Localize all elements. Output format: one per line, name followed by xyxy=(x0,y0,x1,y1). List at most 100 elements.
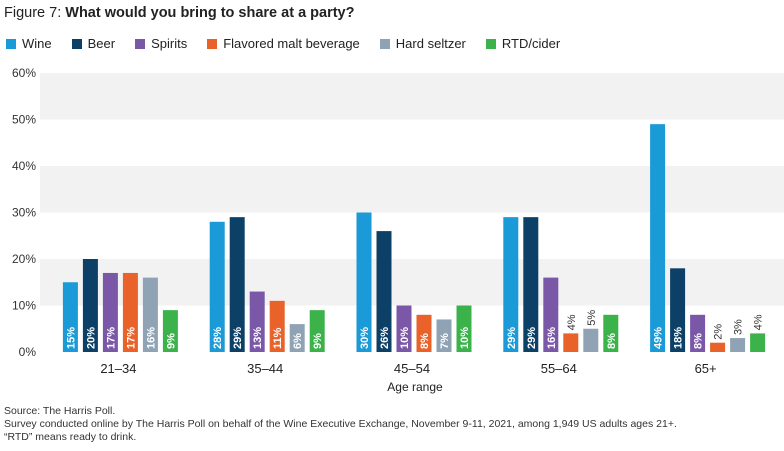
data-label: 5% xyxy=(586,310,598,326)
bar-spirits xyxy=(690,314,706,352)
x-axis-title: Age range xyxy=(387,380,443,394)
data-label: 16% xyxy=(546,327,558,349)
y-tick-label: 60% xyxy=(12,66,36,80)
data-label: 26% xyxy=(379,327,391,349)
legend-label-hard-seltzer: Hard seltzer xyxy=(395,36,466,51)
data-label: 13% xyxy=(252,327,264,349)
grid-band xyxy=(40,166,784,213)
data-label: 8% xyxy=(419,333,431,349)
bar-wine xyxy=(62,282,78,352)
legend-label-flavored-malt: Flavored malt beverage xyxy=(223,36,360,51)
bar-hard-seltzer xyxy=(289,324,305,352)
bar-rtd-cider xyxy=(162,310,178,352)
bar-beer xyxy=(229,217,245,352)
bar-wine xyxy=(503,217,519,352)
bar-beer xyxy=(376,231,392,352)
y-tick-label: 40% xyxy=(12,159,36,173)
bar-rtd-cider xyxy=(309,310,325,352)
bar-rtd-cider xyxy=(456,305,472,352)
data-label: 10% xyxy=(399,327,411,349)
legend-item-hard-seltzer: Hard seltzer xyxy=(379,36,466,51)
data-label: 9% xyxy=(312,333,324,349)
bar-spirits xyxy=(396,305,412,352)
legend-swatch-spirits xyxy=(135,38,146,49)
legend-item-spirits: Spirits xyxy=(135,36,187,51)
grid-band xyxy=(40,119,784,166)
grid-band xyxy=(40,73,784,120)
data-label: 28% xyxy=(212,327,224,349)
data-label: 17% xyxy=(105,327,117,349)
legend-swatch-hard-seltzer xyxy=(379,38,390,49)
bar-wine xyxy=(650,124,666,353)
y-tick-label: 50% xyxy=(12,113,36,127)
data-label: 4% xyxy=(753,314,765,330)
data-label: 15% xyxy=(65,327,77,349)
data-label: 30% xyxy=(359,327,371,349)
bar-rtd-cider xyxy=(750,333,766,352)
source-notes: Source: The Harris Poll. Survey conducte… xyxy=(4,405,677,444)
legend-item-flavored-malt: Flavored malt beverage xyxy=(207,36,360,51)
bar-hard-seltzer xyxy=(142,277,158,352)
bar-hard-seltzer xyxy=(436,319,452,352)
x-tick-label: 65+ xyxy=(695,361,717,376)
legend-label-rtd-cider: RTD/cider xyxy=(501,36,561,51)
data-label: 17% xyxy=(125,327,137,349)
bar-wine xyxy=(209,221,225,352)
bar-flavored-malt-beverage xyxy=(563,333,579,352)
legend-swatch-rtd-cider xyxy=(485,38,496,49)
data-label: 4% xyxy=(566,314,578,330)
data-label: 16% xyxy=(145,327,157,349)
data-label: 11% xyxy=(272,327,284,349)
figure-question: What would you bring to share at a party… xyxy=(65,5,355,21)
bar-beer xyxy=(82,259,98,352)
bar-wine xyxy=(356,212,372,352)
bar-spirits xyxy=(249,291,265,352)
legend-item-rtd-cider: RTD/cider xyxy=(485,36,561,51)
figure-label: Figure 7: xyxy=(4,5,62,21)
legend-swatch-wine xyxy=(6,38,16,49)
y-tick-label: 30% xyxy=(12,206,36,220)
rtd-note: “RTD” means ready to drink. xyxy=(4,431,137,443)
bar-flavored-malt-beverage xyxy=(269,300,285,352)
data-label: 10% xyxy=(459,327,471,349)
bar-beer xyxy=(670,268,686,352)
survey-note: Survey conducted online by The Harris Po… xyxy=(4,418,677,430)
data-label: 29% xyxy=(526,327,538,349)
legend-label-beer: Beer xyxy=(87,36,116,51)
data-label: 9% xyxy=(165,333,177,349)
legend-item-wine: Wine xyxy=(6,36,52,51)
data-label: 20% xyxy=(85,327,97,349)
source-line: Source: The Harris Poll. xyxy=(4,405,116,417)
y-tick-label: 0% xyxy=(19,345,37,359)
legend: Wine Beer Spirits Flavored malt beverage… xyxy=(6,36,560,51)
y-tick-label: 20% xyxy=(12,252,36,266)
data-label: 2% xyxy=(713,324,725,340)
bar-flavored-malt-beverage xyxy=(122,272,138,352)
x-tick-label: 35–44 xyxy=(247,361,283,376)
bar-hard-seltzer xyxy=(583,328,599,352)
x-tick-label: 45–54 xyxy=(394,361,430,376)
x-tick-label: 55–64 xyxy=(541,361,577,376)
bar-flavored-malt-beverage xyxy=(416,314,432,352)
data-label: 49% xyxy=(653,327,665,349)
bar-hard-seltzer xyxy=(730,338,746,352)
chart-title: Figure 7: What would you bring to share … xyxy=(4,5,354,21)
legend-label-wine: Wine xyxy=(22,36,52,51)
data-label: 18% xyxy=(673,327,685,349)
data-label: 6% xyxy=(292,333,304,349)
data-label: 8% xyxy=(606,333,618,349)
grid-band xyxy=(40,212,784,259)
legend-swatch-flavored-malt xyxy=(207,38,218,49)
data-label: 7% xyxy=(439,333,451,349)
data-label: 29% xyxy=(506,327,518,349)
bar-spirits xyxy=(543,277,559,352)
legend-swatch-beer xyxy=(71,38,82,49)
bar-chart: 0% 10% 20% 30% 40% 50% 60% 15% 20% 17% 17% 16% 9% 21–… xyxy=(12,66,784,394)
data-label: 29% xyxy=(232,327,244,349)
y-tick-label: 10% xyxy=(12,299,36,313)
bar-flavored-malt-beverage xyxy=(710,342,726,352)
legend-label-spirits: Spirits xyxy=(151,36,188,51)
bar-beer xyxy=(523,217,539,352)
x-tick-label: 21–34 xyxy=(100,361,136,376)
data-label: 3% xyxy=(733,319,745,335)
